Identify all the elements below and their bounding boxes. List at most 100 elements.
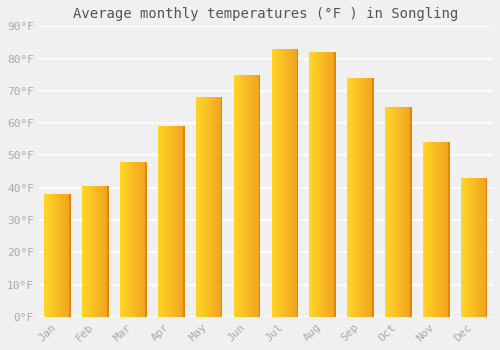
Bar bbox=[447, 142, 448, 317]
Bar bbox=[48, 194, 50, 317]
Bar bbox=[120, 162, 122, 317]
Bar bbox=[134, 162, 135, 317]
Bar bbox=[476, 178, 477, 317]
Bar bbox=[145, 162, 146, 317]
Title: Average monthly temperatures (°F ) in Songling: Average monthly temperatures (°F ) in So… bbox=[74, 7, 458, 21]
Bar bbox=[434, 142, 436, 317]
Bar bbox=[474, 178, 476, 317]
Bar bbox=[385, 107, 386, 317]
Bar bbox=[65, 194, 66, 317]
Bar bbox=[122, 162, 123, 317]
Bar bbox=[296, 49, 297, 317]
Bar bbox=[369, 78, 370, 317]
Bar bbox=[54, 194, 55, 317]
Bar bbox=[297, 49, 298, 317]
Bar bbox=[329, 52, 330, 317]
Bar bbox=[160, 126, 161, 317]
Bar bbox=[127, 162, 128, 317]
Bar bbox=[372, 78, 373, 317]
Bar bbox=[44, 194, 45, 317]
Bar bbox=[361, 78, 362, 317]
Bar bbox=[475, 178, 476, 317]
Bar bbox=[146, 162, 147, 317]
Bar bbox=[96, 186, 98, 317]
Bar bbox=[319, 52, 320, 317]
Bar bbox=[291, 49, 292, 317]
Bar bbox=[273, 49, 274, 317]
Bar bbox=[259, 75, 260, 317]
Bar bbox=[292, 49, 293, 317]
Bar bbox=[258, 75, 260, 317]
Bar bbox=[290, 49, 292, 317]
Bar bbox=[98, 186, 99, 317]
Bar bbox=[282, 49, 284, 317]
Bar bbox=[174, 126, 175, 317]
Bar bbox=[462, 178, 463, 317]
Bar bbox=[133, 162, 134, 317]
Bar bbox=[209, 97, 210, 317]
Bar bbox=[285, 49, 286, 317]
Bar bbox=[409, 107, 410, 317]
Bar bbox=[88, 186, 90, 317]
Bar bbox=[389, 107, 390, 317]
Bar bbox=[252, 75, 253, 317]
Bar bbox=[183, 126, 184, 317]
Bar bbox=[439, 142, 440, 317]
Bar bbox=[175, 126, 176, 317]
Bar bbox=[445, 142, 446, 317]
Bar bbox=[391, 107, 392, 317]
Bar bbox=[129, 162, 130, 317]
Bar bbox=[70, 194, 71, 317]
Bar bbox=[386, 107, 387, 317]
Bar bbox=[449, 142, 450, 317]
Bar bbox=[234, 75, 235, 317]
Bar bbox=[401, 107, 402, 317]
Bar bbox=[200, 97, 202, 317]
Bar bbox=[204, 97, 205, 317]
Bar bbox=[144, 162, 145, 317]
Bar bbox=[140, 162, 141, 317]
Bar bbox=[57, 194, 58, 317]
Bar bbox=[159, 126, 160, 317]
Bar bbox=[425, 142, 426, 317]
Bar bbox=[241, 75, 242, 317]
Bar bbox=[362, 78, 364, 317]
Bar bbox=[240, 75, 241, 317]
Bar bbox=[471, 178, 472, 317]
Bar bbox=[60, 194, 61, 317]
Bar bbox=[426, 142, 427, 317]
Bar bbox=[360, 78, 361, 317]
Bar bbox=[250, 75, 252, 317]
Bar bbox=[173, 126, 174, 317]
Bar bbox=[61, 194, 62, 317]
Bar bbox=[251, 75, 252, 317]
Bar bbox=[288, 49, 289, 317]
Bar bbox=[177, 126, 178, 317]
Bar bbox=[368, 78, 369, 317]
Bar bbox=[443, 142, 444, 317]
Bar bbox=[167, 126, 168, 317]
Bar bbox=[163, 126, 164, 317]
Bar bbox=[479, 178, 480, 317]
Bar bbox=[208, 97, 209, 317]
Bar bbox=[51, 194, 52, 317]
Bar bbox=[398, 107, 399, 317]
Bar bbox=[246, 75, 247, 317]
Bar bbox=[469, 178, 470, 317]
Bar bbox=[279, 49, 280, 317]
Bar bbox=[448, 142, 449, 317]
Bar bbox=[220, 97, 221, 317]
Bar bbox=[404, 107, 405, 317]
Bar bbox=[254, 75, 255, 317]
Bar bbox=[135, 162, 136, 317]
Bar bbox=[64, 194, 65, 317]
Bar bbox=[423, 142, 424, 317]
Bar bbox=[429, 142, 430, 317]
Bar bbox=[103, 186, 104, 317]
Bar bbox=[92, 186, 93, 317]
Bar bbox=[201, 97, 202, 317]
Bar bbox=[245, 75, 246, 317]
Bar bbox=[69, 194, 70, 317]
Bar bbox=[394, 107, 395, 317]
Bar bbox=[281, 49, 282, 317]
